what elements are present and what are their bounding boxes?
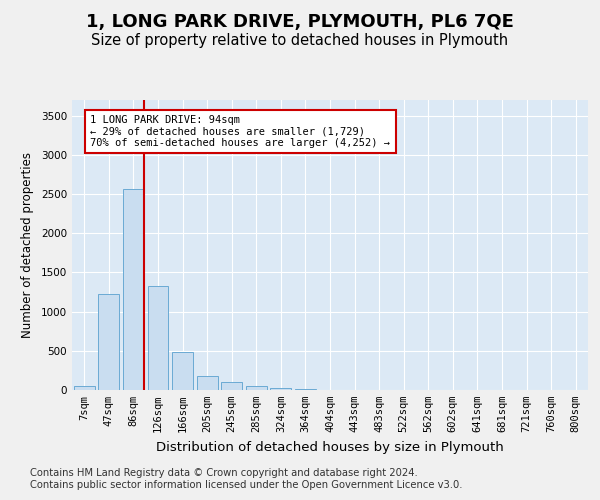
Text: Size of property relative to detached houses in Plymouth: Size of property relative to detached ho… xyxy=(91,32,509,48)
Y-axis label: Number of detached properties: Number of detached properties xyxy=(21,152,34,338)
Bar xyxy=(74,386,95,390)
Bar xyxy=(197,376,218,390)
Text: 1 LONG PARK DRIVE: 94sqm
← 29% of detached houses are smaller (1,729)
70% of sem: 1 LONG PARK DRIVE: 94sqm ← 29% of detach… xyxy=(91,115,391,148)
Bar xyxy=(172,352,193,390)
Bar xyxy=(295,389,316,390)
Text: 1, LONG PARK DRIVE, PLYMOUTH, PL6 7QE: 1, LONG PARK DRIVE, PLYMOUTH, PL6 7QE xyxy=(86,12,514,30)
Bar xyxy=(271,388,292,390)
Bar xyxy=(148,286,169,390)
Bar xyxy=(246,386,267,390)
Bar xyxy=(221,382,242,390)
Bar xyxy=(123,188,144,390)
Bar xyxy=(98,294,119,390)
X-axis label: Distribution of detached houses by size in Plymouth: Distribution of detached houses by size … xyxy=(156,440,504,454)
Text: Contains HM Land Registry data © Crown copyright and database right 2024.
Contai: Contains HM Land Registry data © Crown c… xyxy=(30,468,463,490)
